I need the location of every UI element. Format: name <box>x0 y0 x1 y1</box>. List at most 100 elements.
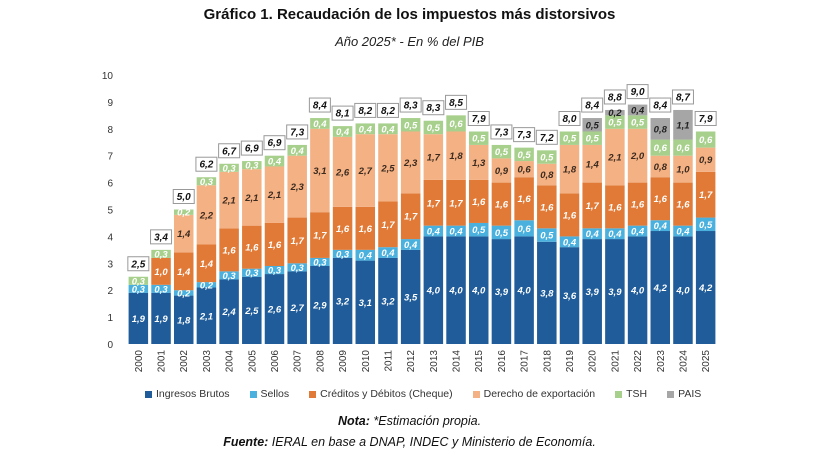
data-label: 0,4 <box>586 229 600 240</box>
legend-item: Ingresos Brutos <box>145 388 230 400</box>
data-label: 0,3 <box>245 161 259 172</box>
bar-segment <box>355 249 376 261</box>
bar-segment <box>695 131 716 148</box>
bar-segment <box>287 263 307 272</box>
data-label: 0,4 <box>676 227 690 238</box>
bar-segment <box>173 290 194 296</box>
bar-segment <box>173 209 194 215</box>
data-label: 0,4 <box>336 127 350 138</box>
data-label: 1,4 <box>586 159 600 170</box>
y-tick-label: 3 <box>107 259 113 270</box>
data-label: 1,3 <box>472 158 486 169</box>
bar-segment <box>242 169 262 226</box>
total-label: 8,4 <box>313 101 327 112</box>
total-label: 8,5 <box>449 98 463 109</box>
stacked-bar-chart: 0123456789101,90,30,32,520001,90,31,00,3… <box>102 71 717 373</box>
x-tick-label: 2010 <box>361 350 372 373</box>
bar-segment <box>219 228 239 272</box>
source-label: Fuente: <box>223 435 269 449</box>
data-label: 2,6 <box>267 305 282 316</box>
data-label: 1,7 <box>404 212 418 223</box>
data-label: 1,6 <box>654 194 668 205</box>
bar-segment <box>242 161 262 170</box>
total-label: 7,3 <box>290 127 304 138</box>
data-label: 1,6 <box>563 210 577 221</box>
data-label: 0,4 <box>631 227 645 238</box>
data-label: 0,9 <box>699 155 713 166</box>
data-label: 0,4 <box>381 248 395 259</box>
note-label: Nota: <box>337 414 370 428</box>
data-label: 0,3 <box>154 249 168 260</box>
data-label: 4,0 <box>471 286 486 297</box>
data-label: 0,3 <box>154 284 168 295</box>
bar-segment <box>128 276 149 285</box>
data-label: 0,4 <box>359 251 373 262</box>
data-label: 0,4 <box>631 105 645 116</box>
total-box <box>354 102 377 118</box>
x-tick-label: 2005 <box>247 350 258 373</box>
bar-segment <box>264 274 285 344</box>
bar-segment <box>537 185 557 229</box>
bar-segment <box>128 284 149 293</box>
x-tick-label: 2001 <box>157 350 168 373</box>
x-tick-label: 2000 <box>134 350 145 373</box>
total-label: 6,9 <box>268 138 282 149</box>
data-label: 2,1 <box>267 190 281 201</box>
bar-segment <box>423 236 444 344</box>
y-tick-label: 0 <box>107 340 113 351</box>
data-label: 2,1 <box>222 196 236 207</box>
bar-segment <box>491 182 512 226</box>
data-label: 1,8 <box>449 151 463 162</box>
data-label: 1,6 <box>223 245 237 256</box>
data-label: 3,8 <box>540 288 554 299</box>
data-label: 0,4 <box>563 237 577 248</box>
data-label: 0,5 <box>495 228 509 239</box>
data-label: 0,5 <box>518 150 532 161</box>
data-label: 1,8 <box>563 165 577 176</box>
data-label: 4,0 <box>426 286 441 297</box>
data-label: 0,3 <box>313 257 327 268</box>
legend-swatch <box>615 390 623 398</box>
data-label: 1,7 <box>291 236 305 247</box>
bar-segment <box>491 158 512 183</box>
data-label: 0,4 <box>291 146 305 157</box>
data-label: 1,0 <box>154 267 168 278</box>
bar-segment <box>264 265 285 275</box>
y-tick-label: 9 <box>107 98 113 109</box>
total-box <box>445 94 468 110</box>
total-box <box>218 143 241 159</box>
total-box <box>240 140 263 156</box>
bar-segment <box>514 161 534 178</box>
data-label: 1,6 <box>472 197 486 208</box>
data-label: 0,4 <box>608 229 622 240</box>
bar-segment <box>559 247 580 344</box>
note-text: *Estimación propia. <box>369 414 482 428</box>
x-tick-label: 2020 <box>588 350 599 373</box>
data-label: 0,3 <box>291 263 305 274</box>
bar-segment <box>264 166 285 223</box>
data-label: 0,8 <box>654 162 668 173</box>
total-label: 5,0 <box>177 192 191 203</box>
total-label: 8,1 <box>336 109 350 120</box>
data-label: 0,3 <box>200 177 214 188</box>
y-tick-label: 4 <box>107 232 113 243</box>
bar-segment <box>264 222 285 266</box>
bar-segment <box>514 236 534 344</box>
total-box <box>603 89 626 105</box>
data-label: 0,4 <box>381 124 395 135</box>
data-label: 3,2 <box>381 296 395 307</box>
data-label: 2,5 <box>244 306 259 317</box>
bar-segment <box>219 171 239 229</box>
data-label: 3,9 <box>586 287 600 298</box>
data-label: 1,1 <box>676 120 689 131</box>
y-tick-label: 10 <box>102 71 114 82</box>
total-label: 8,0 <box>563 114 577 125</box>
bar-segment <box>650 220 671 232</box>
x-tick-label: 2024 <box>678 350 689 373</box>
total-label: 7,9 <box>699 114 713 125</box>
total-label: 8,4 <box>585 101 599 112</box>
total-box <box>671 89 694 105</box>
bar-segment <box>400 249 421 344</box>
bar-segment <box>582 144 602 183</box>
bar-segment <box>582 228 602 240</box>
